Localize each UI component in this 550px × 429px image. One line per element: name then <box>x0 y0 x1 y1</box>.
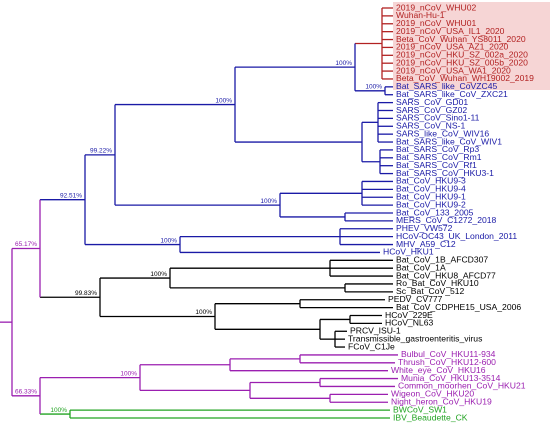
leaf-label: HCoV_229E <box>385 310 433 320</box>
leaf-label: Bulbul_CoV_HKU11-934 <box>401 349 496 359</box>
leaf-label: 2019_nCoV_HKU_SZ_002a_2020 <box>396 50 528 60</box>
leaf-label: Common_moorhen_CoV_HKU21 <box>398 381 526 391</box>
support-value: 100% <box>160 237 177 244</box>
support-value: 99.22% <box>90 148 112 155</box>
leaf-label: MHV_A59_C12 <box>396 239 456 249</box>
leaf-label: HCoV_NL63 <box>385 318 433 328</box>
support-value: 100% <box>365 84 382 91</box>
leaf-label: SARS_CoV_GD01 <box>396 97 468 107</box>
leaf-label: Thrush_CoV_HKU12-600 <box>398 357 496 367</box>
leaf-label: Night_heron_CoV_HKU19 <box>391 396 492 406</box>
support-value: 100% <box>260 198 277 205</box>
leaf-label: SARS_CoV_Sino1-11 <box>396 113 480 123</box>
support-value: 100% <box>215 97 232 104</box>
leaf-label: Bat_SARS_CoV_Rp3 <box>396 144 479 154</box>
leaf-label: Wuhan-Hu-1 <box>396 10 445 20</box>
leaf-label: 2019_nCoV_USA_WA1_2020 <box>396 65 511 75</box>
leaf-label: PEDV_CV777 <box>388 294 443 304</box>
support-value: 100% <box>150 271 167 278</box>
leaf-label: Bat_CoV_HKU9-1 <box>396 191 466 201</box>
support-value: 65.17% <box>15 241 37 248</box>
leaf-label: Bat_CoV_1B_AFCD307 <box>396 255 488 265</box>
leaf-label: Beta_CoV_Wuhan_WH19002_2019 <box>396 73 534 83</box>
leaf-label: HCoV_HKU1 <box>383 247 434 257</box>
leaf-label: 2019_nCoV_USA_AZ1_2020 <box>396 42 509 52</box>
leaf-label: 2019_nCoV_HKU_SZ_005b_2020 <box>396 57 528 67</box>
leaf-label: Transmissible_gastroenteritis_virus <box>348 333 482 343</box>
leaf-label: PHEV_VW572 <box>396 223 453 233</box>
leaf-label: FCoV_C1Je <box>348 341 395 351</box>
leaf-label: Bat_CoV_HKU9-2 <box>396 199 466 209</box>
leaf-label: Beta_CoV_Wuhan_YS8011_2020 <box>396 34 526 44</box>
leaf-label: BWCoV_SW1 <box>393 404 447 414</box>
leaf-label: 2019_nCoV_USA_IL1_2020 <box>396 26 505 36</box>
leaf-label: Bat_SARS_CoV_Rf1 <box>396 160 477 170</box>
leaf-label: PRCV_ISU-1 <box>350 326 401 336</box>
leaf-label: Munia_CoV_HKU13-3514 <box>401 373 501 383</box>
leaf-label: HCoV-OC43_UK_London_2011 <box>396 231 517 241</box>
support-value: 100% <box>50 407 67 414</box>
leaf-label: 2019_nCoV_WHU01 <box>396 18 476 28</box>
leaf-label: Bat_CoV_133_2005 <box>396 207 474 217</box>
leaf-label: SARS_CoV_NS-1 <box>396 121 465 131</box>
leaf-label: SARS_like_CoV_WIV16 <box>396 128 489 138</box>
leaf-label: Bat_SARS_CoV_Rm1 <box>396 152 482 162</box>
leaf-label: Bat_CoV_HKU9-4 <box>396 184 466 194</box>
leaf-label: Bat_SARS_like_CoV_WIV1 <box>396 136 502 146</box>
leaf-label: Bat_SARS_like_CoVZC45 <box>396 81 497 91</box>
leaf-label: Bat_SARS_CoV_HKU3-1 <box>396 168 494 178</box>
support-value: 92.51% <box>60 192 82 199</box>
leaf-label: IBV_Beaudette_CK <box>393 412 468 422</box>
leaf-label: Bat_CoV_HKU9-3 <box>396 176 466 186</box>
leaf-label: White_eye_CoV_HKU16 <box>391 365 486 375</box>
highlight-box <box>393 2 550 90</box>
leaf-label: 2019_nCoV_WHU02 <box>396 2 476 12</box>
support-value: 100% <box>335 60 352 67</box>
leaf-label: Bat_CoV_1A <box>396 262 446 272</box>
support-value: 66.33% <box>15 389 37 396</box>
leaf-label: Bat_CoV_HKU8_AFCD77 <box>396 270 496 280</box>
leaf-label: Wigeon_CoV_HKU20 <box>391 389 474 399</box>
support-value: 100% <box>195 309 212 316</box>
support-value: 100% <box>120 370 137 377</box>
leaf-label: MERS_CoV_C1272_2018 <box>396 215 497 225</box>
leaf-label: Ro_Bat_CoV_HKU10 <box>396 278 479 288</box>
leaf-label: Sc_Bat_CoV_512 <box>396 286 465 296</box>
leaf-label: Bat_CoV_CDPHE15_USA_2006 <box>396 302 521 312</box>
support-value: 99.83% <box>75 290 97 297</box>
leaf-label: Bat_SARS_like_CoV_ZXC21 <box>396 89 508 99</box>
leaf-label: SARS_CoV_GZ02 <box>396 105 467 115</box>
